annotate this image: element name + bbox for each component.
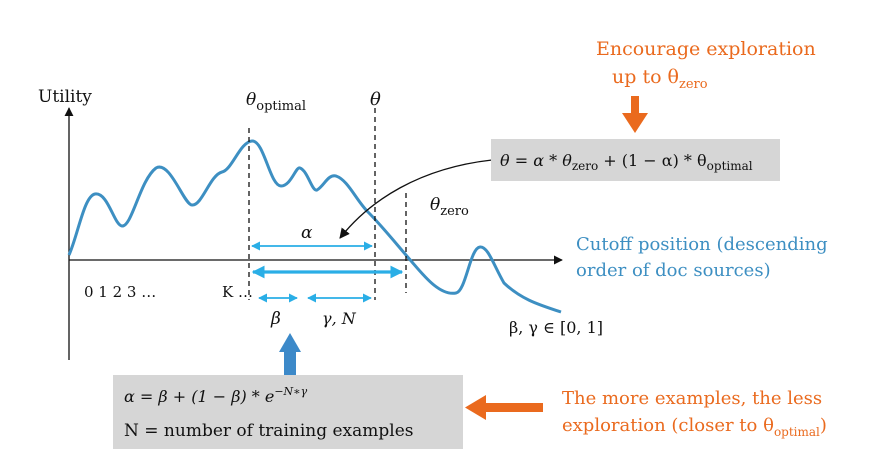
alpha-formula: α = β + (1 − β) * e−N∗γ [124,385,308,406]
training-examples-definition: N = number of training examples [124,421,414,441]
more-examples-line2: exploration (closer to θoptimal) [562,415,827,439]
theta-formula: θ = α * θzero + (1 − α) * θoptimal [500,151,753,173]
theta-label: θ [370,89,381,110]
orange-down-arrow [622,96,648,133]
encourage-exploration-line1: Encourage exploration [596,38,816,60]
alpha-label: α [301,223,313,243]
gamma-n-label: γ, N [322,309,357,328]
alpha-formula-box [113,375,463,449]
theta-formula-box [491,139,780,181]
blue-up-arrow [279,333,301,375]
x-tick-labels: 0 1 2 3 … [84,283,156,301]
utility-curve [67,139,562,314]
beta-gamma-range-label: β, γ ∈ [0, 1] [509,318,603,337]
theta-optimal-label: θoptimal [246,90,306,114]
cutoff-position-line1: Cutoff position (descending [576,234,828,255]
y-axis-label: Utility [38,87,92,107]
cutoff-position-line2: order of doc sources) [576,260,771,281]
beta-label: β [270,309,281,329]
encourage-exploration-line2: up to θzero [612,66,708,92]
formula-to-alpha-arrow [339,159,493,239]
theta-zero-label: θzero [430,195,469,219]
orange-left-arrow [465,395,543,420]
more-examples-line1: The more examples, the less [562,388,822,409]
k-label: K … [222,283,253,301]
